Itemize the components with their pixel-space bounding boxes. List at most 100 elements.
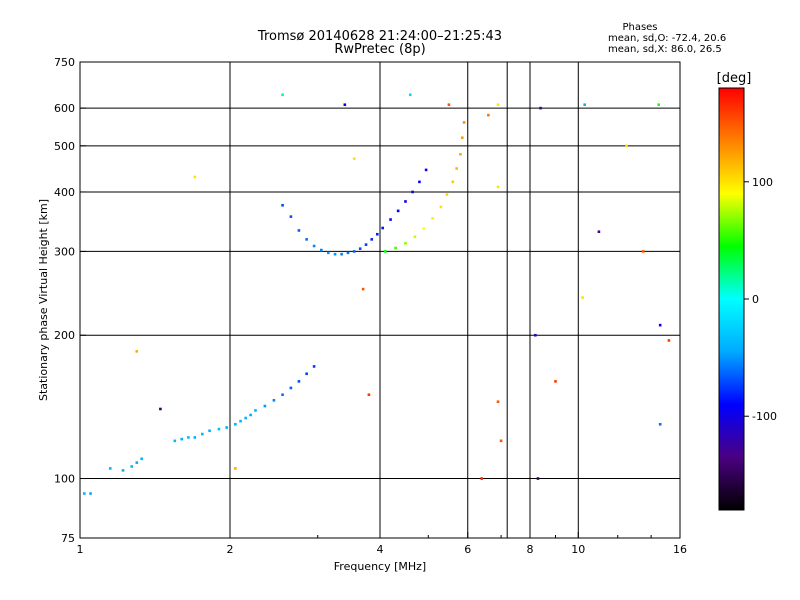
echo-point <box>396 209 400 213</box>
echo-point <box>234 467 237 470</box>
echo-point <box>496 400 500 404</box>
echo-point <box>459 152 462 156</box>
echo-point <box>408 93 412 97</box>
colorbar-tick-label: 100 <box>752 176 773 189</box>
y-tick-label: 400 <box>54 186 75 199</box>
echo-point <box>89 492 92 495</box>
x-tick-label: 8 <box>527 543 534 556</box>
stats-line-o: mean, sd,O: -72.4, 20.6 <box>608 33 726 44</box>
echo-point <box>451 180 455 184</box>
echo-point <box>320 248 323 252</box>
echo-point <box>404 200 407 203</box>
echo-point <box>281 203 284 207</box>
echo-point <box>641 250 645 253</box>
chart-title: Tromsø 20140628 21:24:00–21:25:43 <box>257 29 502 44</box>
echo-point <box>413 235 417 239</box>
colorbar <box>718 87 745 511</box>
x-tick-label: 2 <box>227 543 234 556</box>
echo-point <box>346 251 350 255</box>
echo-point <box>361 287 365 291</box>
echo-point <box>289 215 293 218</box>
echo-point <box>358 247 362 250</box>
echo-point <box>327 251 330 255</box>
echo-point <box>658 422 662 426</box>
echo-point <box>333 252 337 256</box>
y-tick-label: 200 <box>54 329 75 342</box>
echo-point <box>447 103 451 107</box>
echo-point <box>439 205 443 209</box>
echo-point <box>583 103 586 107</box>
echo-point <box>201 432 204 436</box>
echo-point <box>534 333 537 337</box>
echo-point <box>108 467 112 470</box>
x-tick-label: 6 <box>464 543 471 556</box>
echo-point <box>263 404 267 408</box>
colorbar-ticks: 100 0 -100 <box>744 176 777 423</box>
echo-point <box>312 244 316 248</box>
echo-point <box>239 419 242 423</box>
echo-point <box>658 323 662 327</box>
x-axis-ticks: 1 2 4 6 8 10 16 <box>77 532 687 556</box>
echo-point <box>135 461 139 464</box>
echo-point <box>657 103 660 107</box>
echo-point <box>249 413 252 417</box>
echo-point <box>455 167 458 170</box>
chart-subtitle: RwPretec (8p) <box>334 42 425 57</box>
echo-point <box>597 230 601 234</box>
echo-point <box>254 409 257 412</box>
echo-point <box>394 246 397 250</box>
echo-point <box>272 398 276 402</box>
echo-point <box>422 227 426 230</box>
echo-point <box>135 350 139 353</box>
echo-point <box>445 193 449 196</box>
echo-point <box>375 232 379 236</box>
echo-point <box>343 103 347 107</box>
echo-point <box>187 436 190 439</box>
echo-point <box>411 190 414 194</box>
echo-point <box>460 136 464 140</box>
colorbar-label: [deg] <box>717 71 752 86</box>
echo-point <box>389 218 392 221</box>
echo-point <box>281 393 284 397</box>
y-tick-label: 75 <box>61 532 75 545</box>
echo-point <box>404 242 407 245</box>
y-axis-label: Stationary phase Virtual Height [km] <box>37 199 50 401</box>
echo-point <box>297 229 301 232</box>
plot-grid <box>80 62 680 538</box>
echo-point <box>121 469 125 472</box>
echo-point <box>367 393 371 397</box>
echo-point <box>499 439 503 443</box>
echo-point <box>193 175 197 179</box>
x-tick-label: 16 <box>673 543 687 556</box>
echo-point <box>312 365 316 368</box>
colorbar-tick-label: -100 <box>752 410 777 423</box>
echo-point <box>487 113 490 117</box>
echo-point <box>370 238 374 241</box>
echo-point <box>496 103 500 107</box>
echo-point <box>305 238 308 241</box>
echo-point <box>281 93 284 97</box>
echo-point <box>352 250 356 253</box>
echo-point <box>381 226 384 230</box>
y-tick-label: 500 <box>54 140 75 153</box>
echo-point <box>539 106 542 110</box>
colorbar-tick-label: 0 <box>752 293 759 306</box>
echo-point <box>424 168 428 172</box>
echo-point <box>297 380 301 383</box>
echo-point <box>364 243 368 246</box>
data-points <box>82 93 671 495</box>
echo-point <box>431 217 434 220</box>
stats-line-x: mean, sd,X: 86.0, 26.5 <box>608 44 722 55</box>
echo-point <box>130 465 134 468</box>
echo-point <box>173 439 177 443</box>
echo-point <box>536 477 540 480</box>
y-tick-label: 100 <box>54 473 75 486</box>
echo-point <box>340 252 343 256</box>
y-tick-label: 750 <box>54 56 75 69</box>
echo-point <box>217 427 221 431</box>
echo-point <box>180 437 184 441</box>
echo-point <box>234 422 237 426</box>
x-tick-label: 1 <box>77 543 84 556</box>
x-axis-label: Frequency [MHz] <box>334 560 426 573</box>
stats-heading: Phases <box>622 22 657 33</box>
